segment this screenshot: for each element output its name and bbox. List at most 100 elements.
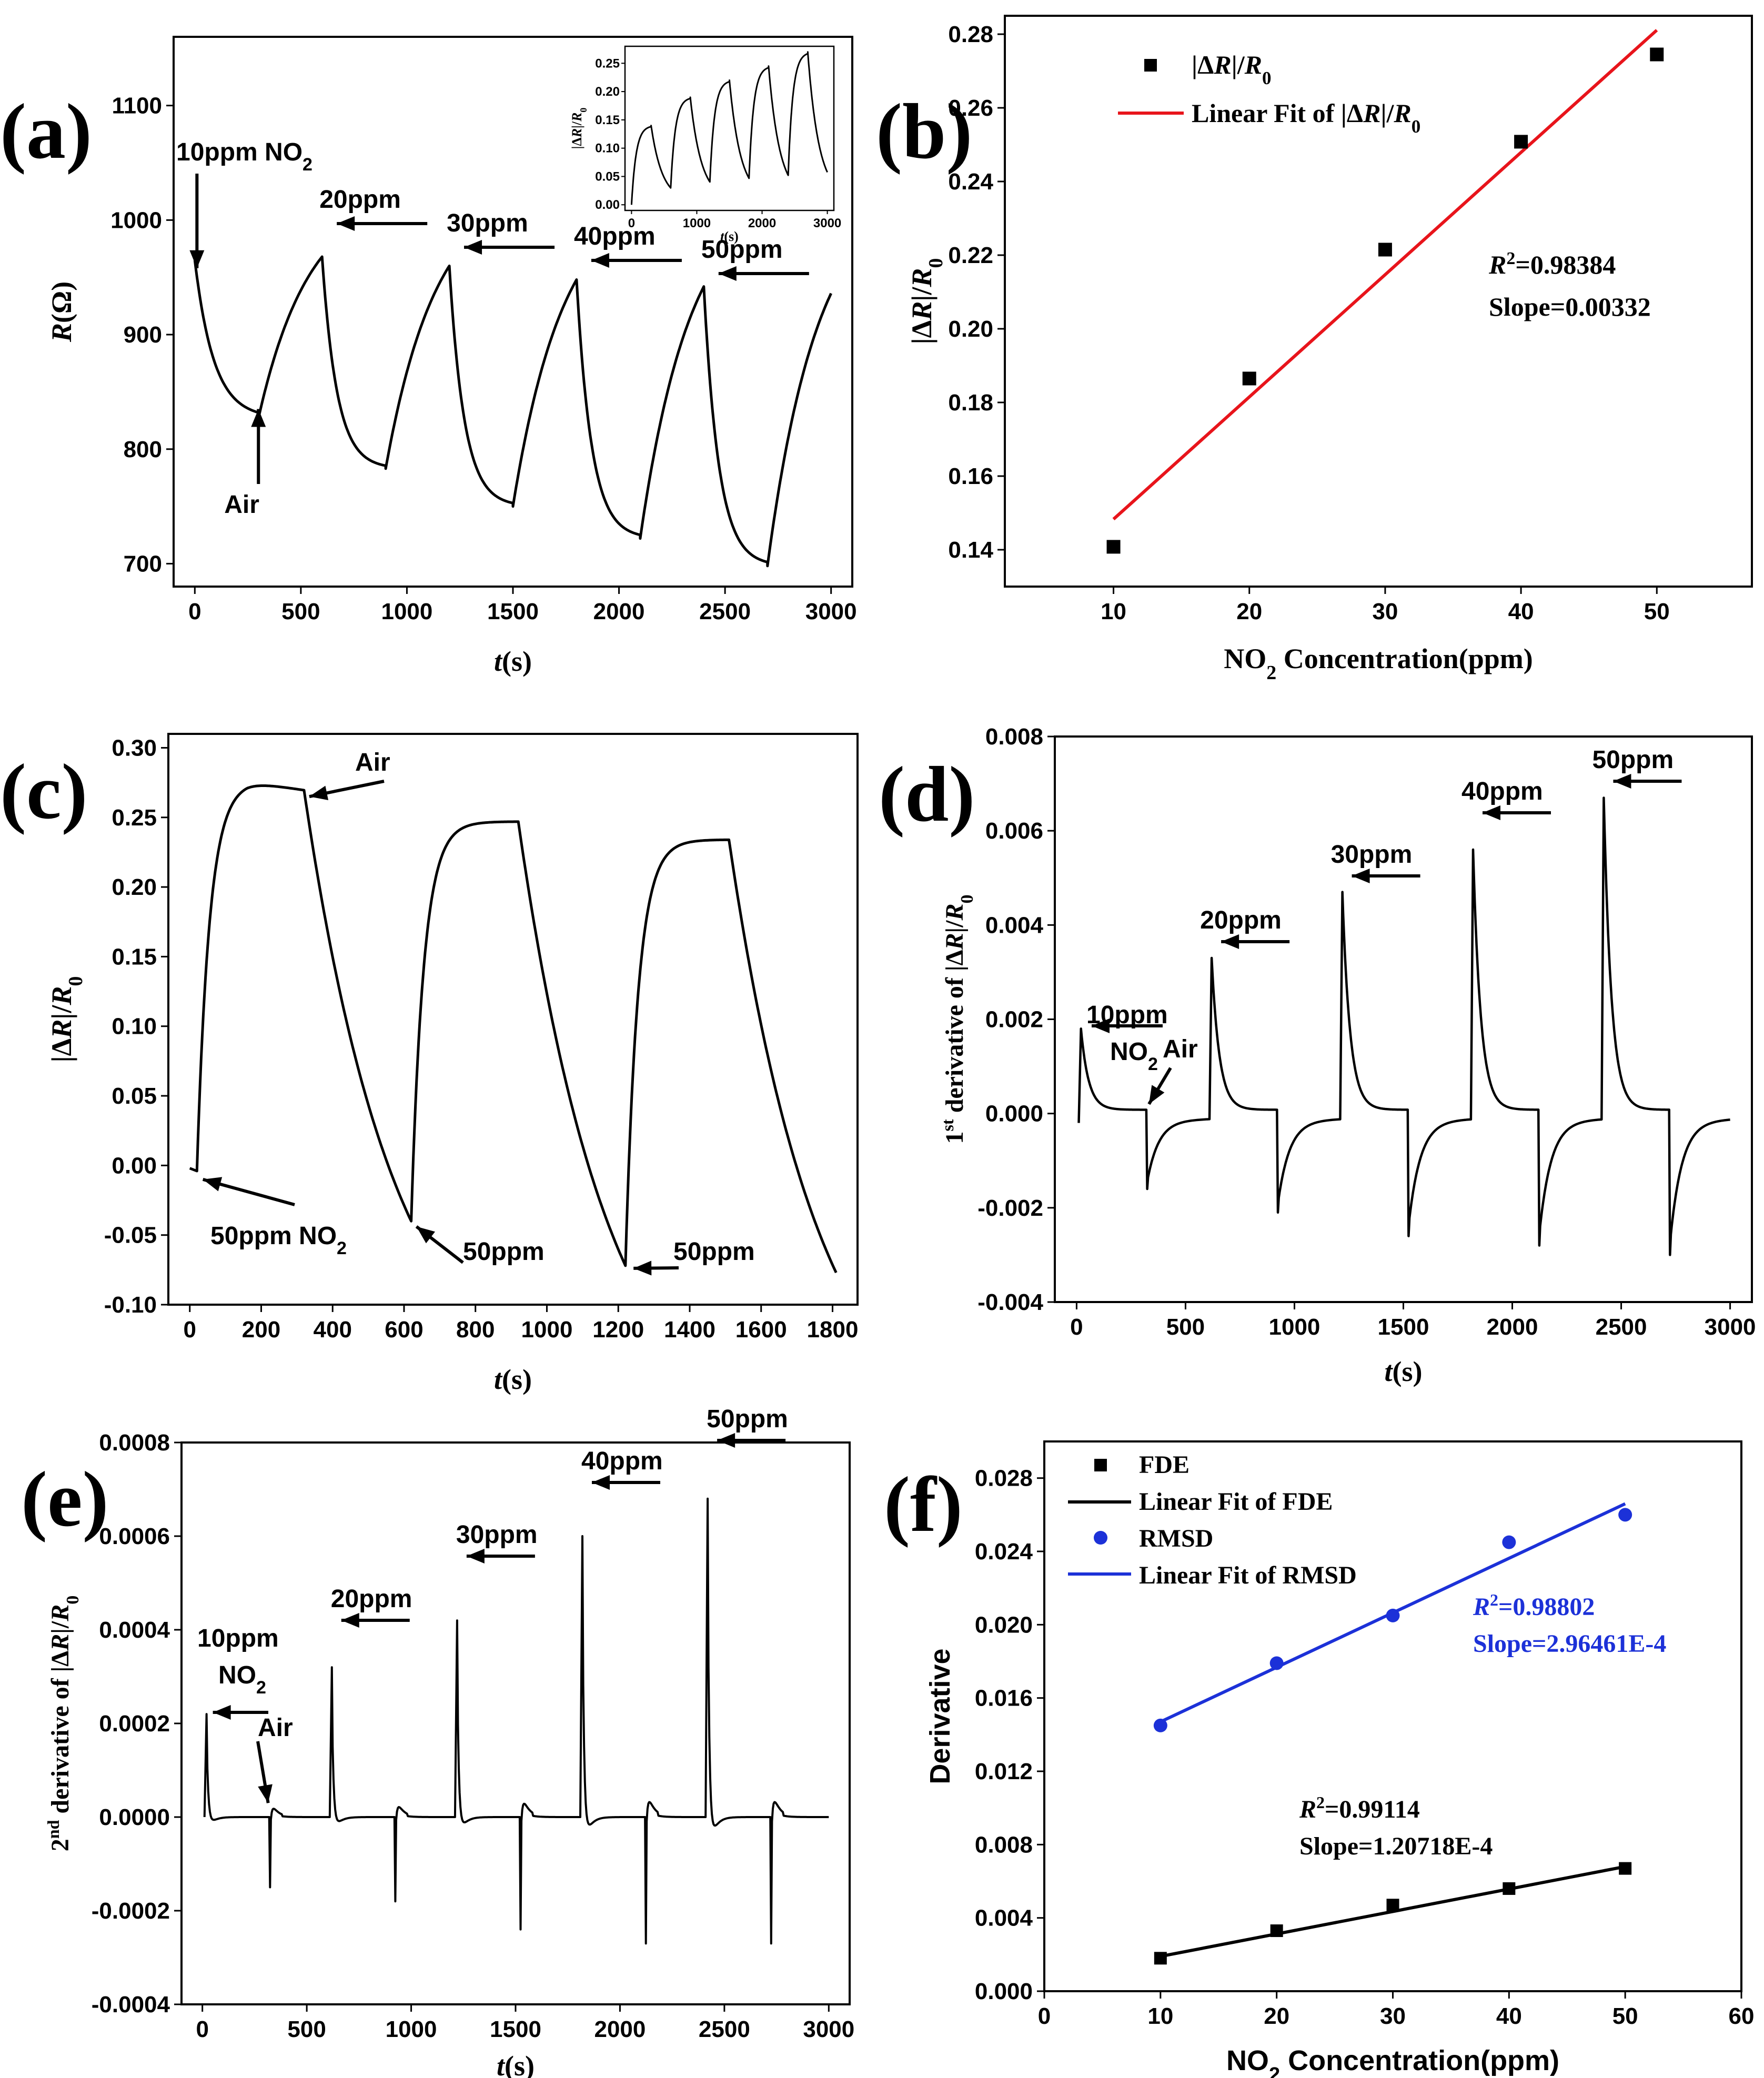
y-tick-label: 1100 — [112, 93, 162, 119]
panel-c-frame — [167, 733, 859, 1306]
y-tick-label: 0.24 — [948, 169, 993, 195]
y-tick-label: 0.0006 — [99, 1524, 170, 1549]
x-tick-label: 0 — [188, 599, 201, 624]
x-tick-label: 400 — [314, 1317, 352, 1343]
y-tick-label: -0.002 — [977, 1195, 1043, 1221]
panel-label-b: (b) — [876, 88, 972, 175]
x-tick-label: 10 — [1101, 599, 1126, 624]
y-tick-label: 0.0008 — [99, 1430, 170, 1456]
annotation-40ppm-arrow-head — [1483, 805, 1500, 820]
y-axis-label: |ΔR|/R0 — [46, 976, 87, 1063]
data-point-rmsd — [1502, 1535, 1516, 1549]
panel-a-inset: 0 1000 2000 3000 0.00 0.05 0.10 0.15 0.20 0.25 t(s… — [569, 45, 841, 244]
annotation-20ppm-arrow-head — [337, 216, 355, 231]
annotation-20ppm-arrow-head — [1221, 934, 1239, 949]
panel-b: 10 20 30 40 50 0.14 0.16 0.18 0.20 0.22 0.24 0.26 0.… — [876, 15, 1753, 684]
x-tick-label: 10 — [1147, 2003, 1173, 2029]
data-point-fde — [1154, 1952, 1167, 1965]
y-tick-label: 0.22 — [948, 243, 993, 268]
x-tick-label: 1600 — [735, 1317, 787, 1343]
y-tick-label: 0.028 — [975, 1466, 1033, 1491]
data-point-rmsd — [1618, 1508, 1632, 1522]
arrow-air-head — [258, 1784, 273, 1803]
arrow-10ppm-head — [213, 1705, 231, 1720]
data-point-fde — [1619, 1862, 1632, 1875]
panel-label-f: (f) — [884, 1461, 963, 1548]
x-axis-label: NO2 Concentration(ppm) — [1224, 643, 1533, 684]
x-tick-label: 1500 — [1378, 1314, 1429, 1340]
y-axis-label: |ΔR|/R0 — [906, 258, 947, 345]
inset-frame — [624, 45, 835, 211]
legend-marker-fde — [1094, 1459, 1107, 1471]
arrow-50ppm-no2-head — [203, 1177, 223, 1192]
annotation-30ppm: 30ppm — [456, 1521, 538, 1549]
y-axis-label: 2nd derivative of |ΔR|/R0 — [44, 1596, 83, 1851]
x-tick-label: 2500 — [699, 2016, 750, 2042]
y-axis-label: 1st derivative of |ΔR|/R0 — [938, 895, 977, 1144]
inset-x-axis-label: t(s) — [720, 229, 739, 244]
x-axis-label: t(s) — [497, 2050, 535, 2078]
y-axis-label: R(Ω) — [46, 281, 77, 342]
second-derivative-curve — [203, 1497, 829, 1945]
annotation-air: Air — [224, 491, 259, 519]
x-axis-label: t(s) — [494, 1364, 532, 1395]
y-tick-label: -0.0004 — [92, 1992, 170, 2018]
annotation-air: Air — [258, 1714, 293, 1742]
annotation-50ppm-arrow-head — [717, 1433, 735, 1448]
legend-label-rmsd-fit: Linear Fit of RMSD — [1139, 1561, 1357, 1589]
x-tick-label: 1000 — [521, 1317, 573, 1343]
x-tick-label: 60 — [1729, 2003, 1755, 2029]
annotation-30ppm: 30ppm — [1331, 841, 1413, 869]
r-squared-label: R2=0.98384 — [1488, 249, 1616, 280]
inset-x-tick-label: 0 — [628, 216, 635, 230]
y-tick-label: 0.15 — [112, 944, 157, 970]
x-tick-label: 0 — [1070, 1314, 1083, 1340]
y-tick-label: 0.008 — [985, 724, 1043, 750]
annotation-50ppm: 50ppm — [707, 1405, 788, 1433]
y-tick-label: 0.020 — [975, 1612, 1033, 1638]
panel-d: 0 500 1000 1500 2000 2500 3000 -0.004 -0.002 0.00… — [879, 724, 1756, 1387]
inset-response-curve — [630, 51, 828, 205]
x-tick-label: 3000 — [803, 2016, 854, 2042]
x-tick-label: 1000 — [1269, 1314, 1321, 1340]
x-axis-label: t(s) — [1385, 1356, 1423, 1387]
data-point — [1378, 243, 1392, 257]
arrow-50ppm-b-head — [633, 1260, 652, 1276]
x-tick-label: 3000 — [1705, 1314, 1756, 1340]
x-tick-label: 20 — [1236, 599, 1262, 624]
y-tick-label: 800 — [124, 437, 162, 462]
inset-y-tick-label: 0.20 — [595, 85, 620, 99]
inset-x-tick-label: 2000 — [748, 216, 776, 230]
data-point-rmsd — [1386, 1608, 1400, 1622]
panel-a: 0 500 1000 1500 2000 2500 3000 700 800 900 1000 110… — [0, 36, 857, 677]
arrow-air-head — [1148, 1085, 1165, 1104]
annotation-20ppm: 20ppm — [331, 1585, 412, 1613]
x-tick-label: 40 — [1496, 2003, 1522, 2029]
x-tick-label: 30 — [1380, 2003, 1406, 2029]
legend-marker-points — [1144, 59, 1157, 72]
resistance-curve — [193, 255, 832, 568]
x-tick-label: 2500 — [699, 599, 751, 624]
annotation-20ppm: 20ppm — [1200, 906, 1282, 934]
inset-y-axis-label: |ΔR|/R0 — [569, 108, 589, 149]
y-tick-label: 0.024 — [975, 1539, 1033, 1565]
data-point-fde — [1503, 1882, 1516, 1895]
annotation-40ppm: 40ppm — [574, 223, 656, 250]
y-tick-label: 0.0000 — [99, 1804, 170, 1830]
y-tick-label: 0.000 — [985, 1101, 1043, 1127]
y-tick-label: 0.004 — [985, 912, 1044, 938]
legend-label-points: |ΔR|/R0 — [1192, 50, 1271, 88]
y-tick-label: 0.002 — [985, 1007, 1043, 1033]
x-tick-label: 800 — [456, 1317, 495, 1343]
annotation-30ppm-arrow-head — [464, 240, 482, 255]
x-tick-label: 2000 — [1487, 1314, 1538, 1340]
data-point-fde — [1270, 1924, 1283, 1938]
y-tick-label: 0.008 — [975, 1832, 1033, 1858]
x-tick-label: 0 — [196, 2016, 208, 2042]
panel-f: 0 10 20 30 40 50 60 0.000 0.004 0.008 0.012 0.016 0.… — [884, 1440, 1755, 2078]
x-tick-label: 20 — [1264, 2003, 1289, 2029]
response-curve — [189, 784, 838, 1274]
inset-y-tick-label: 0.10 — [595, 142, 620, 156]
y-tick-label: 0.28 — [948, 22, 993, 47]
data-point-fde — [1386, 1899, 1399, 1912]
